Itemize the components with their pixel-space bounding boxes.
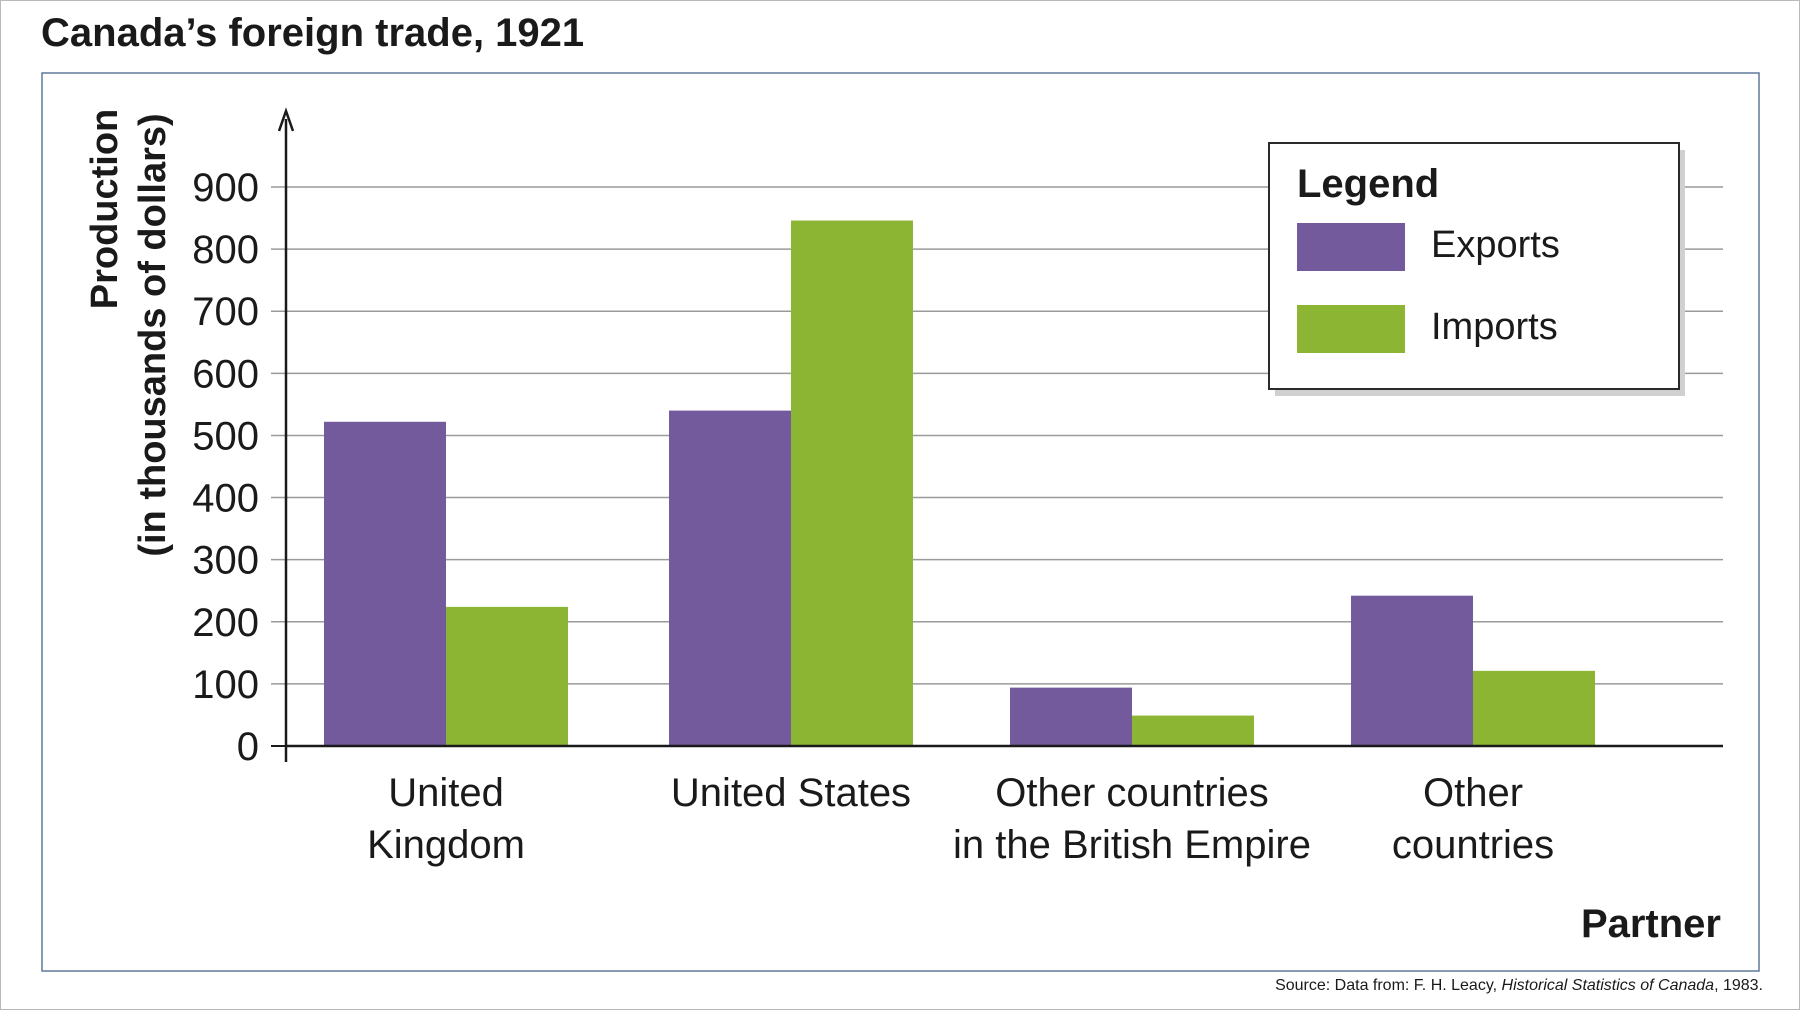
bar-imports-1 [791,220,913,747]
y-axis-arrow [277,107,295,132]
legend-swatch-exports [1297,223,1405,271]
source-prefix: Source: Data from: F. H. Leacy, [1275,977,1502,994]
y-tick-label: 400 [192,477,259,521]
y-tick-label: 200 [192,601,259,645]
bars [324,220,1595,747]
legend-label-exports: Exports [1431,224,1560,266]
y-axis-label-line2: (in thousands of dollars) [132,113,174,556]
x-axis-label: Partner [1581,902,1721,946]
source-note: Source: Data from: F. H. Leacy, Historic… [1275,977,1763,995]
x-category-label: Kingdom [367,823,525,867]
x-category-label: Other [1423,771,1523,815]
legend-title: Legend [1297,162,1439,206]
source-reference: Historical Statistics of Canada [1501,977,1715,994]
y-tick-labels: 0 100 200 300 400 500 600 700 800 900 [192,166,259,769]
bar-exports-1 [669,410,791,746]
x-category-label: countries [1392,823,1554,867]
y-tick-label: 300 [192,539,259,583]
axes [277,107,1723,762]
y-tick-label: 500 [192,414,259,458]
plot-frame [41,72,1760,972]
x-category-label: United States [671,771,911,815]
bar-exports-2 [1010,687,1132,746]
bar-imports-3 [1473,670,1595,746]
source-suffix: , 1983. [1714,977,1763,994]
y-tick-label: 0 [237,725,259,769]
legend-swatch-imports [1297,305,1405,353]
y-tick-label: 900 [192,166,259,210]
y-tick-label: 600 [192,352,259,396]
y-tick-label: 100 [192,663,259,707]
bar-exports-0 [324,421,446,746]
y-tick-label: 800 [192,228,259,272]
x-category-label: Other countries [995,771,1268,815]
bar-imports-2 [1132,715,1254,746]
x-category-label: United [388,771,504,815]
bar-imports-0 [446,606,568,746]
x-category-labels: United Kingdom United States Other countrie… [367,771,1554,867]
chart-title: Canada’s foreign trade, 1921 [41,11,585,55]
legend-label-imports: Imports [1431,306,1558,348]
legend: Legend Exports Imports [1268,142,1685,396]
bar-exports-3 [1351,595,1473,746]
x-category-label: in the British Empire [953,823,1311,867]
y-axis-label-line1: Production [84,109,126,310]
y-tick-label: 700 [192,290,259,334]
